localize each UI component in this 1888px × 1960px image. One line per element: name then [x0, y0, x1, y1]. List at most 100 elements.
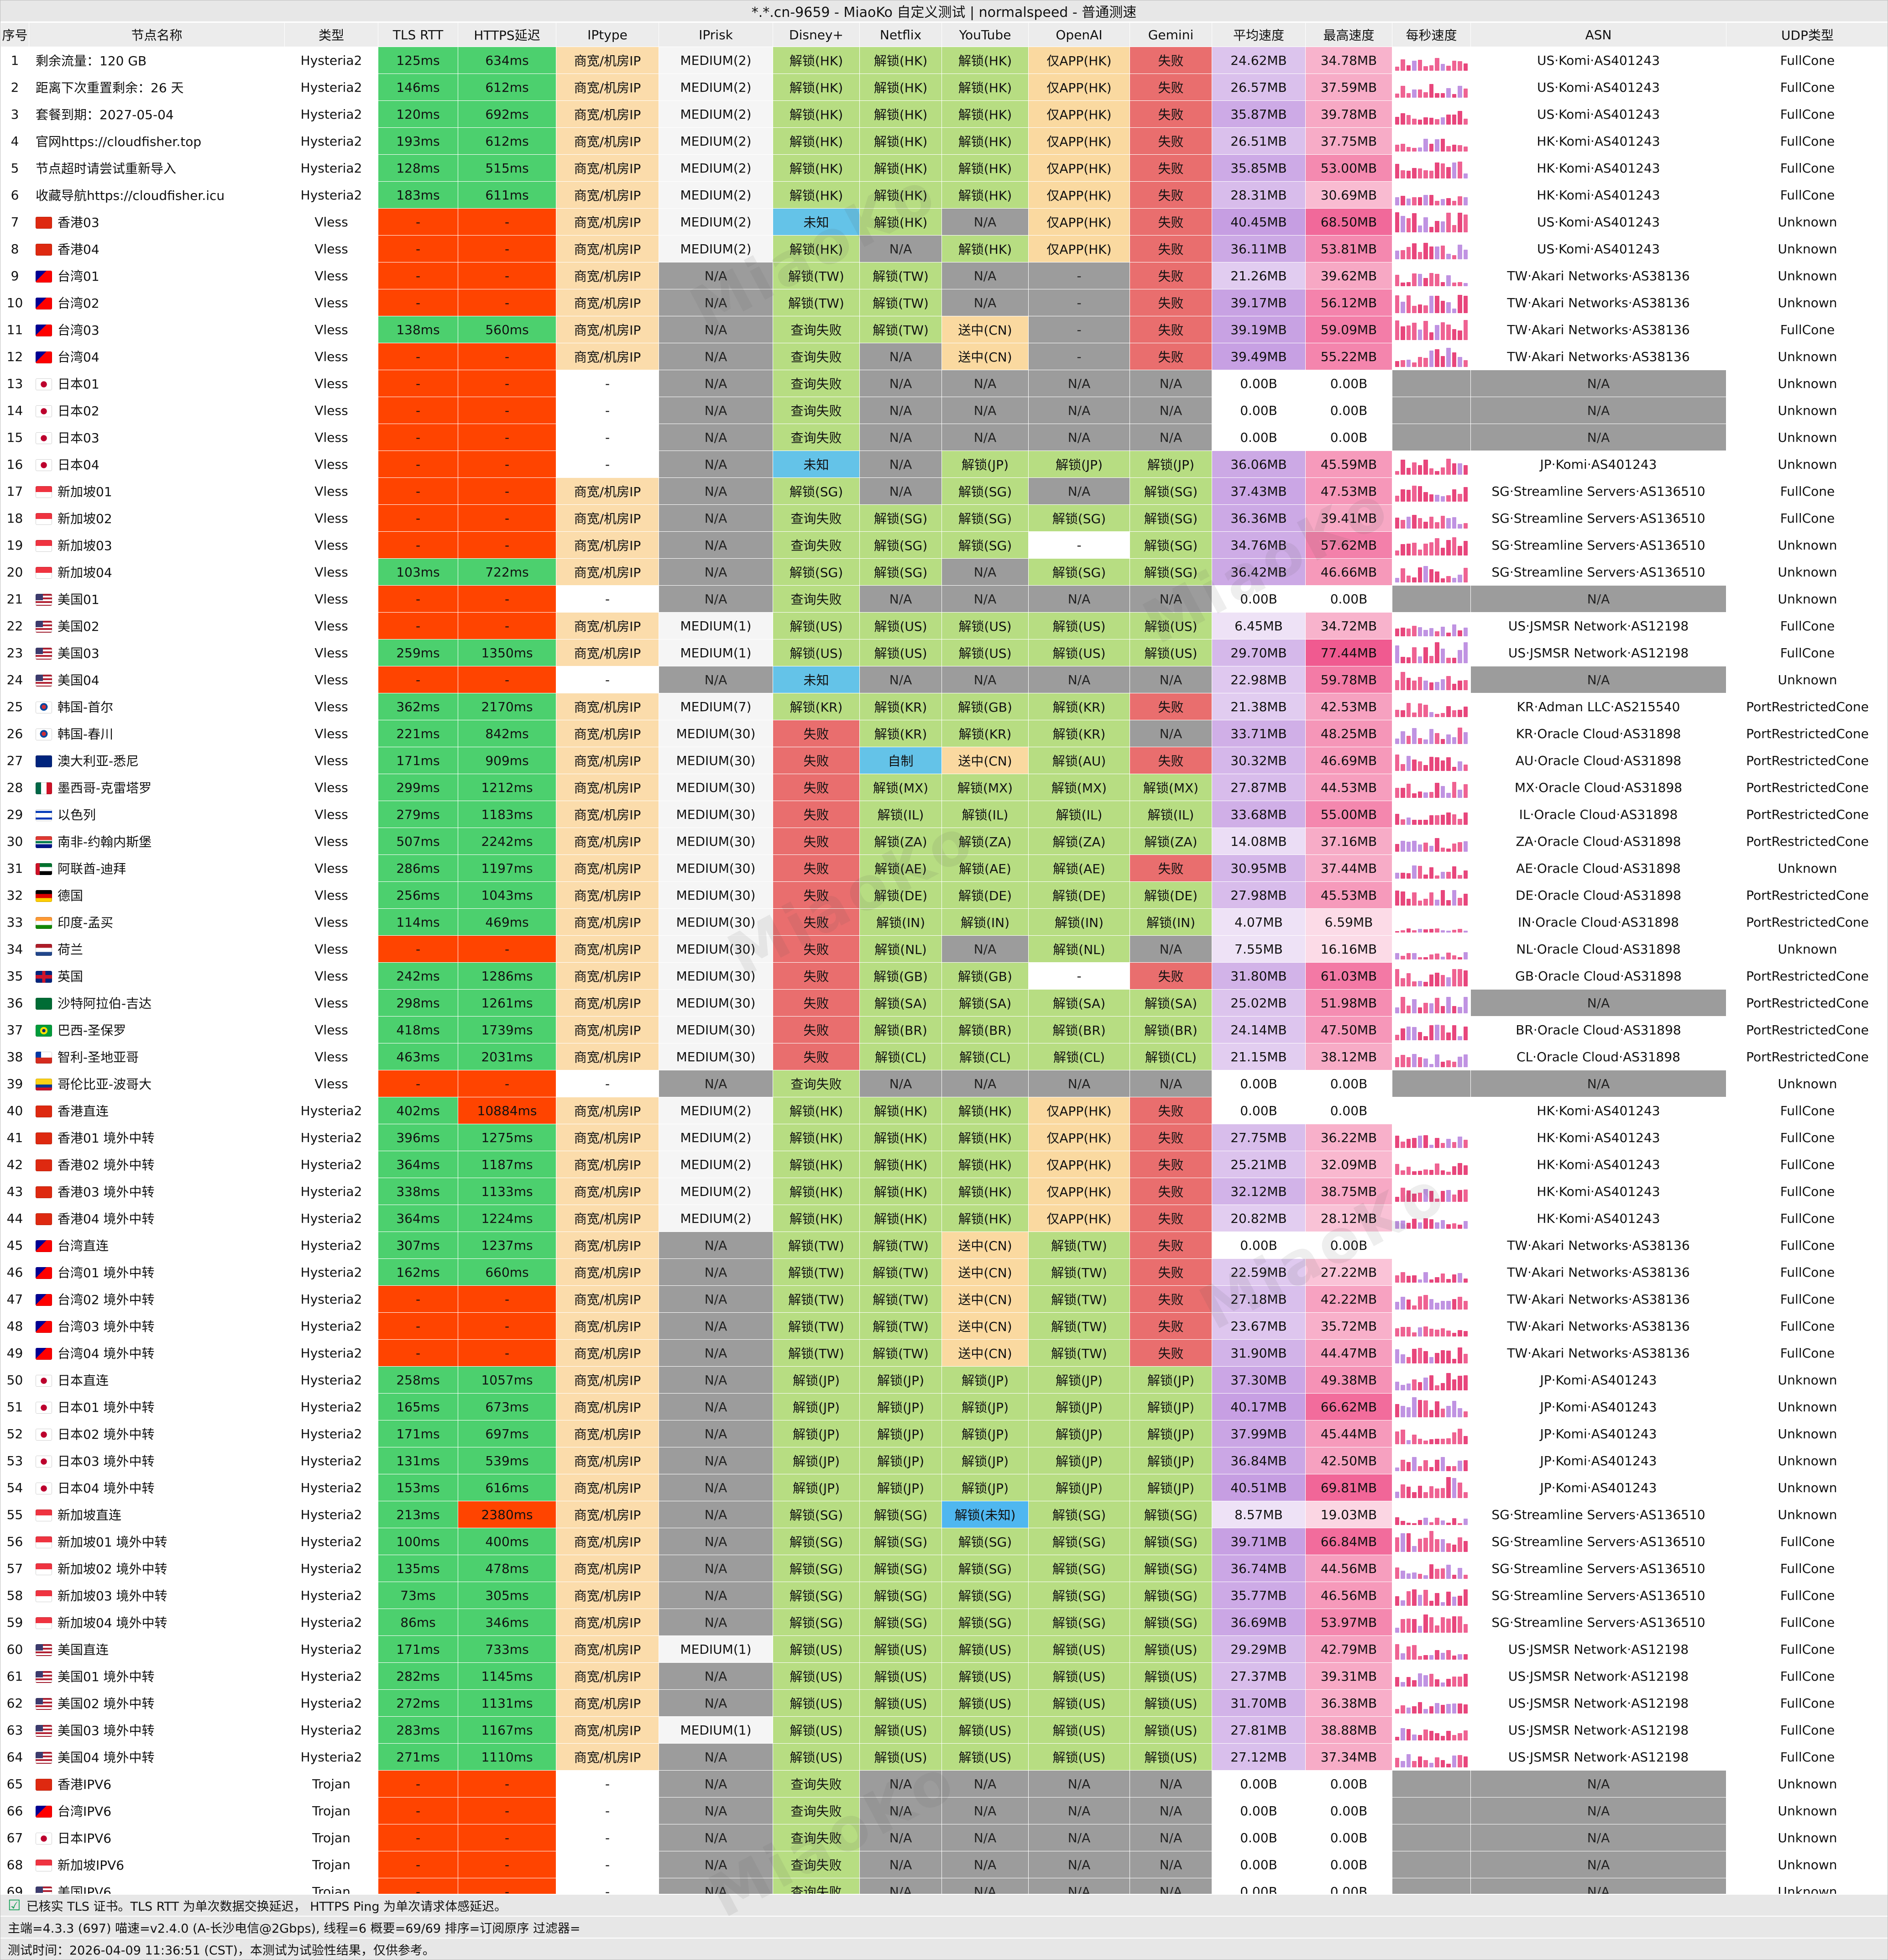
cell-avg-speed: 37.43MB	[1212, 477, 1306, 505]
cell-protocol-type: Vless	[284, 881, 378, 909]
cell-udp-type: PortRestrictedCone	[1726, 828, 1888, 855]
cell-index: 53	[0, 1447, 29, 1474]
flag-icon-tw	[36, 271, 52, 283]
cell-max-speed: 51.98MB	[1305, 989, 1392, 1017]
cell-udp-type: FullCone	[1726, 1178, 1888, 1205]
cell-avg-speed: 27.75MB	[1212, 1124, 1306, 1151]
cell-max-speed: 0.00B	[1305, 1797, 1392, 1824]
cell-avg-speed: 23.67MB	[1212, 1312, 1306, 1340]
cell-netflix: 解锁(HK)	[859, 181, 942, 209]
report-titlebar: *.*.cn-9659 - MiaoKo 自定义测试 | normalspeed…	[0, 0, 1888, 22]
speed-bars-chart	[1395, 723, 1468, 744]
cell-asn: TW·Akari Networks·AS38136	[1470, 1285, 1726, 1313]
cell-disney: 查询失败	[773, 343, 860, 370]
cell-netflix: 解锁(JP)	[859, 1474, 942, 1501]
cell-youtube: 送中(CN)	[941, 1232, 1029, 1259]
node-row: 11 台湾03 Vless 138ms 560ms 商宽/机房IP N/A 查询失败 解锁(TW…	[0, 316, 1888, 343]
node-row: 4 官网https://cloudfisher.top Hysteria2 193ms…	[0, 127, 1888, 155]
speed-bars-chart	[1395, 696, 1468, 717]
cell-openai: N/A	[1028, 1824, 1130, 1851]
cell-openai: 解锁(AE)	[1028, 854, 1130, 882]
cell-node-name: 香港03	[29, 208, 285, 236]
cell-openai: 解锁(US)	[1028, 1689, 1130, 1717]
cell-tls-rtt: -	[378, 504, 458, 532]
cell-speed-sparkline	[1392, 1501, 1471, 1528]
cell-tls-rtt: 272ms	[378, 1689, 458, 1717]
cell-udp-type: Unknown	[1726, 1797, 1888, 1824]
node-row: 42 香港02 境外中转 Hysteria2 364ms 1187ms 商宽/机房IP ME…	[0, 1151, 1888, 1178]
cell-protocol-type: Vless	[284, 747, 378, 774]
cell-tls-rtt: 298ms	[378, 989, 458, 1017]
cell-openai: -	[1028, 262, 1130, 289]
cell-avg-speed: 36.36MB	[1212, 504, 1306, 532]
cell-ip-type: 商宽/机房IP	[556, 989, 659, 1017]
cell-avg-speed: 29.70MB	[1212, 639, 1306, 666]
cell-openai: 仅APP(HK)	[1028, 100, 1130, 128]
cell-openai: 解锁(US)	[1028, 612, 1130, 639]
flag-icon-il	[36, 809, 52, 821]
cell-netflix: 自制	[859, 747, 942, 774]
cell-node-name: 新加坡01 境外中转	[29, 1528, 285, 1555]
cell-max-speed: 53.81MB	[1305, 235, 1392, 262]
speed-bars-chart	[1395, 858, 1468, 879]
flag-icon-us	[36, 1671, 52, 1683]
cell-netflix: 解锁(JP)	[859, 1366, 942, 1394]
node-name-text: 日本01	[58, 377, 99, 392]
cell-protocol-type: Vless	[284, 477, 378, 505]
cell-netflix: N/A	[859, 585, 942, 613]
cell-tls-rtt: 286ms	[378, 854, 458, 882]
cell-udp-type: Unknown	[1726, 1366, 1888, 1394]
cell-udp-type: Unknown	[1726, 1501, 1888, 1528]
cell-tls-rtt: 171ms	[378, 1635, 458, 1663]
cell-openai: 仅APP(HK)	[1028, 1151, 1130, 1178]
node-name-text: 墨西哥-克雷塔罗	[58, 781, 152, 796]
cell-youtube: 解锁(US)	[941, 1716, 1029, 1744]
speed-bars-chart	[1395, 77, 1468, 98]
cell-ip-type: 商宽/机房IP	[556, 289, 659, 316]
cell-protocol-type: Trojan	[284, 1851, 378, 1878]
cell-ip-risk: N/A	[659, 343, 773, 370]
cell-node-name: 日本01 境外中转	[29, 1393, 285, 1420]
speed-bars-chart	[1395, 912, 1468, 933]
cell-asn: JP·Komi·AS401243	[1470, 451, 1726, 478]
speed-bars-chart	[1395, 1666, 1468, 1687]
cell-speed-sparkline	[1392, 1312, 1471, 1340]
cell-ip-risk: N/A	[659, 1070, 773, 1097]
cell-speed-sparkline	[1392, 801, 1471, 828]
cell-protocol-type: Hysteria2	[284, 1258, 378, 1286]
cell-disney: 失败	[773, 881, 860, 909]
cell-max-speed: 53.00MB	[1305, 154, 1392, 182]
cell-netflix: 解锁(HK)	[859, 73, 942, 101]
cell-tls-rtt: 307ms	[378, 1232, 458, 1259]
cell-netflix: 解锁(HK)	[859, 1124, 942, 1151]
cell-gemini: 解锁(SG)	[1130, 558, 1212, 586]
node-name-text: 套餐到期：2027-05-04	[36, 107, 174, 122]
cell-disney: 解锁(HK)	[773, 73, 860, 101]
cell-max-speed: 38.12MB	[1305, 1043, 1392, 1070]
cell-tls-rtt: -	[378, 1770, 458, 1798]
node-name-text: 美国直连	[58, 1642, 109, 1657]
cell-ip-type: 商宽/机房IP	[556, 1582, 659, 1609]
cell-openai: 解锁(US)	[1028, 1635, 1130, 1663]
cell-ip-type: 商宽/机房IP	[556, 235, 659, 262]
cell-avg-speed: 33.68MB	[1212, 801, 1306, 828]
cell-node-name: 台湾直连	[29, 1232, 285, 1259]
node-row: 64 美国04 境外中转 Hysteria2 271ms 1110ms 商宽/机房IP N/…	[0, 1743, 1888, 1771]
cell-speed-sparkline	[1392, 1851, 1471, 1878]
cell-tls-rtt: -	[378, 935, 458, 963]
cell-avg-speed: 37.30MB	[1212, 1366, 1306, 1394]
cell-disney: 解锁(KR)	[773, 693, 860, 720]
cell-tls-rtt: 131ms	[378, 1447, 458, 1474]
node-name-text: 智利-圣地亚哥	[58, 1050, 139, 1065]
cell-avg-speed: 21.38MB	[1212, 693, 1306, 720]
cell-disney: 解锁(US)	[773, 1743, 860, 1771]
cell-asn: GB·Oracle Cloud·AS31898	[1470, 962, 1726, 990]
cell-ip-type: 商宽/机房IP	[556, 962, 659, 990]
cell-asn: IL·Oracle Cloud·AS31898	[1470, 801, 1726, 828]
footer-meta: 主端=4.3.3 (697) 喵速=v2.4.0 (A-长沙电信@2Gbps),…	[0, 1916, 1888, 1938]
cell-youtube: 解锁(HK)	[941, 235, 1029, 262]
cell-gemini: N/A	[1130, 424, 1212, 451]
speed-bars-chart	[1395, 804, 1468, 825]
cell-gemini: 解锁(US)	[1130, 1662, 1212, 1690]
cell-disney: 解锁(TW)	[773, 1312, 860, 1340]
